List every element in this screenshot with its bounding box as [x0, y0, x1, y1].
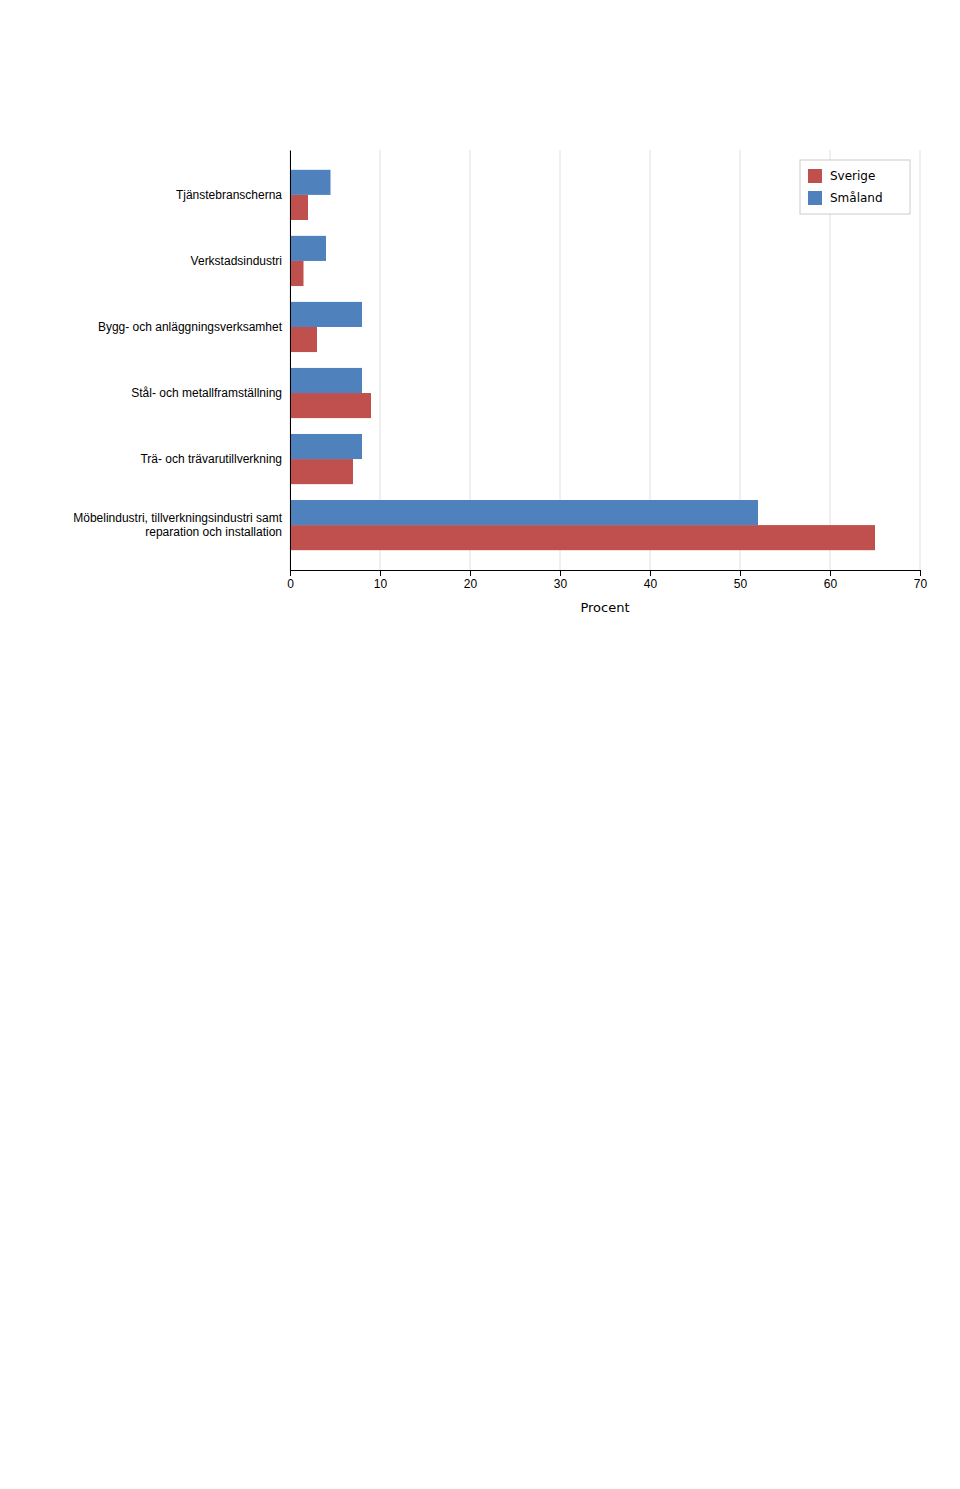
bar [290, 302, 362, 327]
bar [290, 459, 353, 484]
legend-frame [800, 160, 910, 214]
x-tick-label: 70 [914, 577, 928, 591]
y-tick: Tjänstebranscherna [176, 188, 290, 202]
bar [290, 500, 758, 525]
bar [290, 525, 875, 550]
y-tick-label: Stål- och metallframställning [131, 386, 282, 400]
bar [290, 195, 308, 220]
y-axis-line [290, 151, 291, 571]
y-tick-label-line: Bygg- och anläggningsverksamhet [98, 320, 283, 334]
legend-label: Småland [830, 191, 883, 205]
x-tick-label: 20 [464, 577, 478, 591]
grid [290, 150, 920, 570]
y-tick: Verkstadsindustri [191, 254, 290, 268]
x-tick-mark [920, 570, 921, 576]
x-tick: 20 [464, 570, 478, 591]
bar [290, 434, 362, 459]
y-tick-label-line: reparation och installation [145, 525, 282, 539]
x-tick-mark [380, 570, 381, 576]
x-axis-title: Procent [580, 600, 629, 615]
y-tick-label: Möbelindustri, tillverkningsindustri sam… [73, 511, 282, 539]
y-tick: Trä- och trävarutillverkning [140, 452, 290, 466]
x-tick-label: 0 [287, 577, 294, 591]
legend-label: Sverige [830, 169, 875, 183]
x-tick-label: 10 [374, 577, 388, 591]
x-tick-label: 60 [824, 577, 838, 591]
x-axis: 0 10 20 30 40 50 60 70 [287, 570, 927, 591]
y-tick-label-line: Trä- och trävarutillverkning [140, 452, 282, 466]
x-tick: 70 [914, 570, 928, 591]
y-tick-label-line: Verkstadsindustri [191, 254, 282, 268]
legend-item: Sverige [808, 169, 875, 183]
x-tick: 50 [734, 570, 748, 591]
x-tick-mark [470, 570, 471, 576]
x-tick: 10 [374, 570, 388, 591]
x-tick: 30 [554, 570, 568, 591]
bars [290, 170, 875, 550]
x-tick: 0 [287, 570, 294, 591]
y-tick-label: Verkstadsindustri [191, 254, 282, 268]
y-tick-label-line: Tjänstebranscherna [176, 188, 282, 202]
bar [290, 327, 317, 352]
x-tick: 40 [644, 570, 658, 591]
y-tick-label-line: Stål- och metallframställning [131, 386, 282, 400]
plot: 0 10 20 30 40 50 60 70 Tjänstebranscherna Verksta… [73, 150, 927, 615]
bar [290, 236, 326, 261]
y-tick-label-line: Möbelindustri, tillverkningsindustri sam… [73, 511, 282, 525]
series [290, 170, 758, 525]
y-tick: Möbelindustri, tillverkningsindustri sam… [73, 511, 290, 539]
x-tick-label: 30 [554, 577, 568, 591]
x-tick-mark [740, 570, 741, 576]
legend-swatch [808, 169, 822, 183]
x-tick-mark [560, 570, 561, 576]
series [290, 195, 875, 550]
bar [290, 368, 362, 393]
bar [290, 170, 331, 195]
x-tick-mark [830, 570, 831, 576]
x-tick-label: 50 [734, 577, 748, 591]
bar [290, 261, 304, 286]
x-axis-line [291, 571, 921, 577]
chart: 0 10 20 30 40 50 60 70 Tjänstebranscherna Verksta… [0, 0, 960, 1489]
x-tick-label: 40 [644, 577, 658, 591]
y-tick-label: Trä- och trävarutillverkning [140, 452, 282, 466]
y-tick-label: Tjänstebranscherna [176, 188, 282, 202]
x-tick: 60 [824, 570, 838, 591]
y-axis: Tjänstebranscherna Verkstadsindustri Bygg-… [73, 151, 290, 571]
y-tick: Bygg- och anläggningsverksamhet [98, 320, 290, 334]
bar [290, 393, 371, 418]
x-tick-mark [650, 570, 651, 576]
legend: Sverige Småland [800, 160, 910, 214]
legend-swatch [808, 191, 822, 205]
grid-line [920, 150, 921, 570]
grid-line [290, 150, 291, 570]
y-tick: Stål- och metallframställning [131, 386, 290, 400]
x-tick-mark [290, 570, 291, 576]
legend-item: Småland [808, 191, 883, 205]
y-tick-label: Bygg- och anläggningsverksamhet [98, 320, 283, 334]
